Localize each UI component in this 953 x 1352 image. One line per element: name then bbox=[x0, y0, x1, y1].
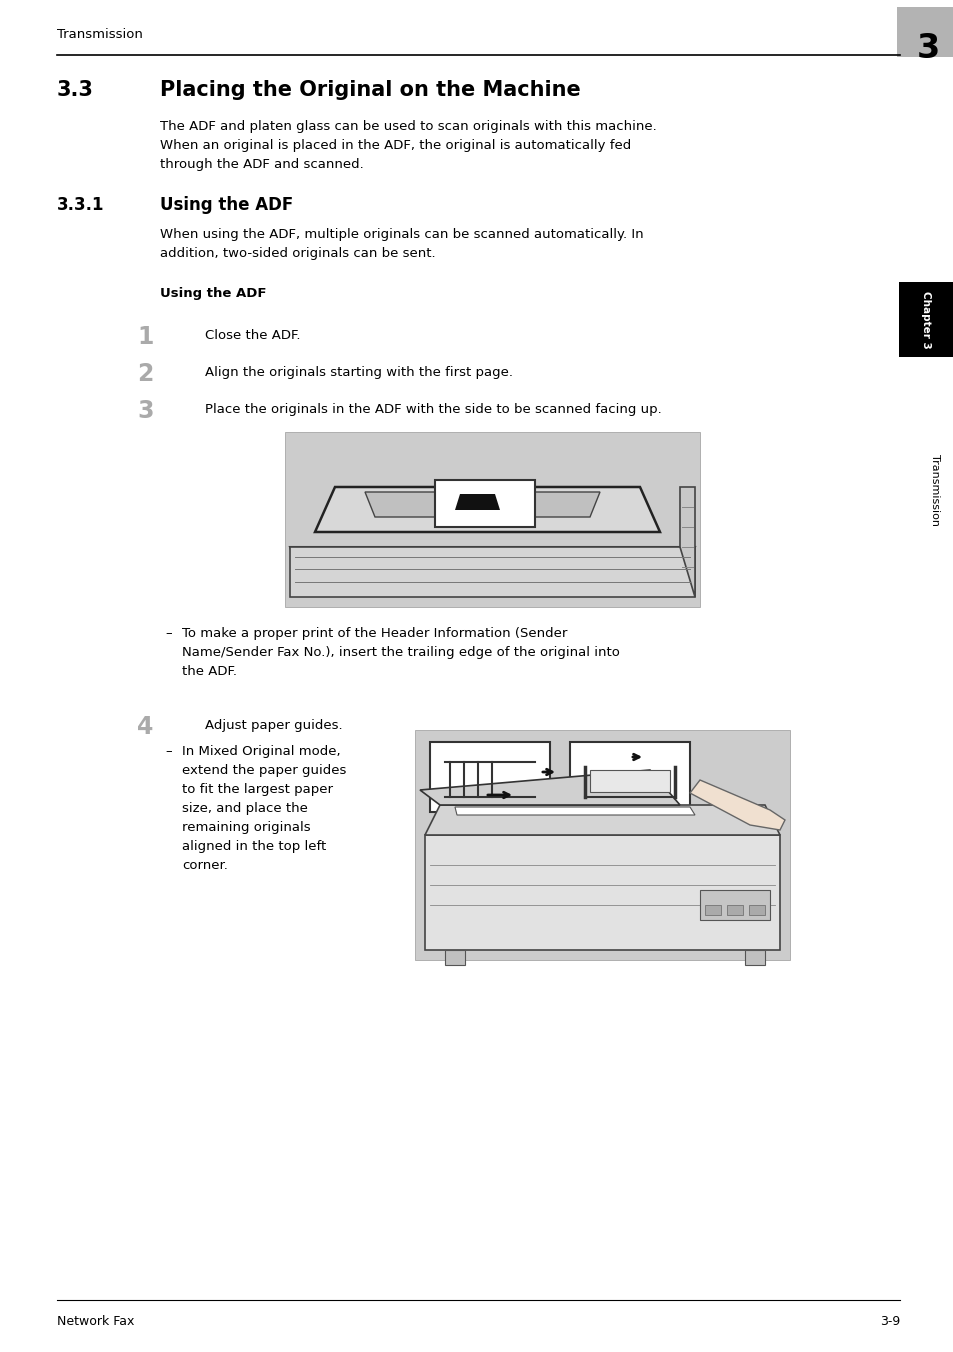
Bar bbox=[569, 742, 689, 813]
Text: 3.3.1: 3.3.1 bbox=[57, 196, 105, 214]
Bar bbox=[444, 950, 464, 965]
Bar bbox=[726, 904, 742, 915]
Text: When an original is placed in the ADF, the original is automatically fed: When an original is placed in the ADF, t… bbox=[160, 139, 631, 151]
Text: the ADF.: the ADF. bbox=[182, 665, 236, 677]
Bar bbox=[589, 771, 669, 792]
Text: 4: 4 bbox=[137, 715, 153, 740]
Text: extend the paper guides: extend the paper guides bbox=[182, 764, 346, 777]
Text: Transmission: Transmission bbox=[929, 454, 939, 526]
Text: Using the ADF: Using the ADF bbox=[160, 196, 293, 214]
Polygon shape bbox=[419, 771, 679, 804]
Text: Align the originals starting with the first page.: Align the originals starting with the fi… bbox=[205, 366, 513, 379]
Polygon shape bbox=[679, 487, 695, 598]
Text: Using the ADF: Using the ADF bbox=[160, 287, 266, 300]
Polygon shape bbox=[314, 487, 659, 531]
Bar bbox=[748, 904, 764, 915]
Text: addition, two-sided originals can be sent.: addition, two-sided originals can be sen… bbox=[160, 247, 436, 260]
Text: Close the ADF.: Close the ADF. bbox=[205, 329, 300, 342]
Text: In Mixed Original mode,: In Mixed Original mode, bbox=[182, 745, 340, 758]
Text: 3: 3 bbox=[137, 399, 153, 423]
Text: size, and place the: size, and place the bbox=[182, 802, 308, 815]
Text: When using the ADF, multiple originals can be scanned automatically. In: When using the ADF, multiple originals c… bbox=[160, 228, 643, 241]
Bar bbox=[700, 890, 769, 919]
Text: through the ADF and scanned.: through the ADF and scanned. bbox=[160, 158, 363, 170]
Text: corner.: corner. bbox=[182, 859, 228, 872]
Polygon shape bbox=[481, 813, 497, 830]
Text: To make a proper print of the Header Information (Sender: To make a proper print of the Header Inf… bbox=[182, 627, 567, 639]
Text: 3.3: 3.3 bbox=[57, 80, 93, 100]
Bar bbox=[415, 730, 789, 960]
Text: –: – bbox=[165, 627, 172, 639]
Polygon shape bbox=[424, 804, 780, 836]
Polygon shape bbox=[455, 493, 499, 510]
Bar bbox=[285, 433, 700, 607]
Polygon shape bbox=[290, 548, 695, 598]
Text: 2: 2 bbox=[137, 362, 153, 387]
Polygon shape bbox=[455, 807, 695, 815]
Text: Place the originals in the ADF with the side to be scanned facing up.: Place the originals in the ADF with the … bbox=[205, 403, 661, 416]
Text: 3: 3 bbox=[916, 32, 939, 65]
Text: Transmission: Transmission bbox=[57, 28, 143, 41]
Text: The ADF and platen glass can be used to scan originals with this machine.: The ADF and platen glass can be used to … bbox=[160, 120, 656, 132]
Bar bbox=[744, 950, 764, 965]
Polygon shape bbox=[424, 836, 780, 950]
Polygon shape bbox=[689, 780, 784, 830]
Polygon shape bbox=[435, 480, 535, 527]
Text: Adjust paper guides.: Adjust paper guides. bbox=[205, 719, 342, 731]
Text: aligned in the top left: aligned in the top left bbox=[182, 840, 326, 853]
Text: Network Fax: Network Fax bbox=[57, 1315, 134, 1328]
Bar bbox=[898, 283, 952, 357]
Bar bbox=[430, 742, 550, 813]
Bar bbox=[896, 7, 953, 57]
Text: Name/Sender Fax No.), insert the trailing edge of the original into: Name/Sender Fax No.), insert the trailin… bbox=[182, 646, 619, 658]
Text: –: – bbox=[165, 745, 172, 758]
Text: remaining originals: remaining originals bbox=[182, 821, 311, 834]
Polygon shape bbox=[621, 813, 638, 830]
Bar bbox=[704, 904, 720, 915]
Text: Placing the Original on the Machine: Placing the Original on the Machine bbox=[160, 80, 580, 100]
Polygon shape bbox=[290, 548, 695, 592]
Text: Chapter 3: Chapter 3 bbox=[920, 291, 930, 349]
Text: 1: 1 bbox=[137, 324, 153, 349]
Text: 3-9: 3-9 bbox=[879, 1315, 899, 1328]
Polygon shape bbox=[365, 492, 599, 516]
Text: to fit the largest paper: to fit the largest paper bbox=[182, 783, 333, 796]
